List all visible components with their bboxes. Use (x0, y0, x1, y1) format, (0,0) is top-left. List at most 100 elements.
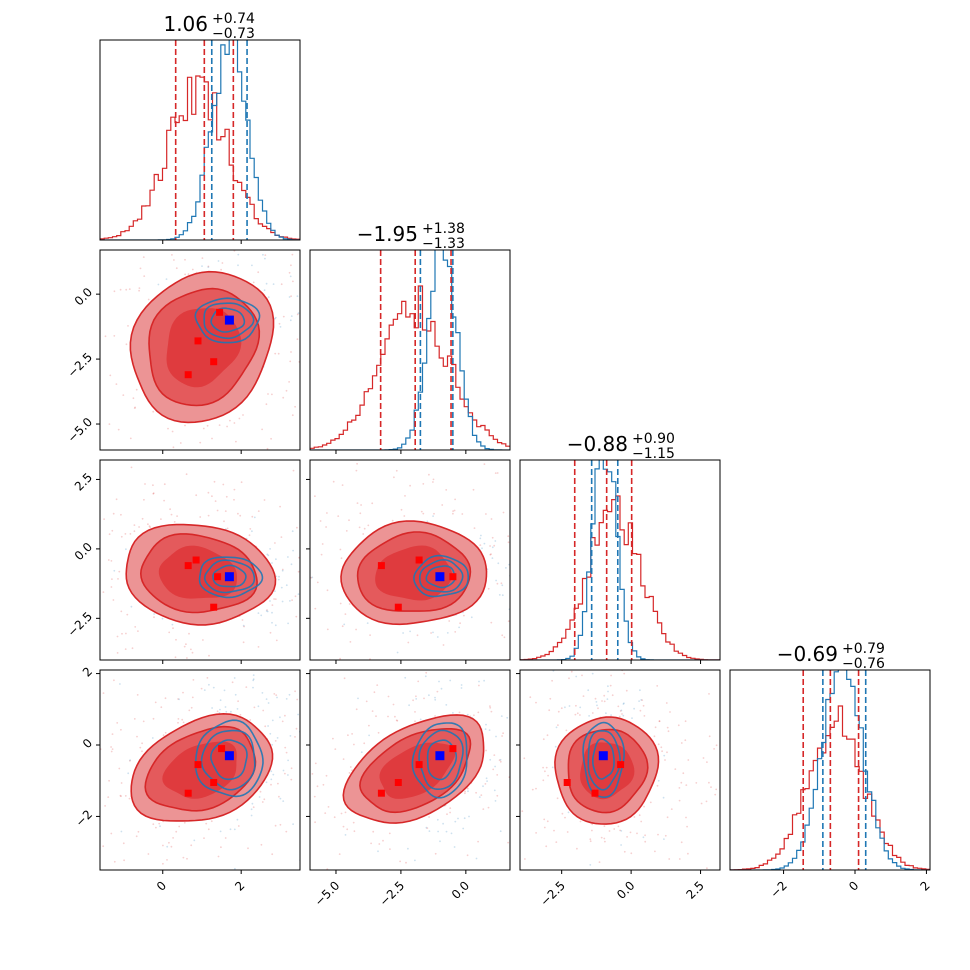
scatter-point-b (288, 296, 291, 298)
scatter-point-b (278, 575, 280, 578)
scatter-point-a (199, 441, 202, 444)
scatter-point-a (177, 698, 180, 700)
scatter-point-b (271, 611, 273, 614)
truth-marker (224, 572, 234, 582)
scatter-point-a (412, 699, 414, 702)
scatter-point-a (133, 718, 136, 720)
scatter-point-a (273, 693, 276, 695)
scatter-point-b (479, 537, 482, 540)
scatter-point-a (152, 484, 154, 487)
scatter-point-a (173, 509, 175, 511)
scatter-point-b (265, 698, 268, 700)
scatter-point-a (273, 786, 275, 788)
scatter-point-a (67, 317, 69, 319)
scatter-point-a (119, 288, 122, 291)
scatter-point-a (226, 425, 229, 428)
panel-frame (99, 249, 301, 451)
scatter-point-b (225, 710, 228, 713)
scatter-point-a (19, 822, 21, 824)
scatter-point-a (450, 641, 452, 643)
scatter-point-a (290, 264, 292, 267)
scatter-point-a (322, 783, 325, 786)
scatter-point-a (86, 500, 88, 502)
scatter-point-a (345, 530, 348, 532)
scatter-point-a (139, 746, 142, 749)
scatter-point-a (557, 724, 559, 726)
scatter-point-a (640, 820, 643, 823)
scatter-point-a (158, 822, 161, 825)
scatter-point-a (320, 198, 322, 200)
scatter-point-b (462, 827, 465, 830)
scatter-point-a (503, 636, 506, 639)
scatter-point-a (316, 581, 319, 584)
sample-marker (216, 308, 224, 316)
scatter-point-a (233, 488, 236, 491)
scatter-point-a (203, 712, 205, 714)
scatter-point-a (279, 543, 281, 545)
scatter-point-a (233, 422, 236, 424)
scatter-point-a (274, 542, 276, 544)
scatter-point-a (417, 680, 420, 683)
scatter-point-a (224, 837, 227, 839)
scatter-point-a (394, 715, 396, 718)
scatter-point-b (424, 675, 427, 678)
scatter-point-a (79, 849, 81, 851)
scatter-point-a (141, 750, 143, 753)
scatter-point-b (494, 800, 497, 802)
scatter-point-a (349, 766, 352, 768)
scatter-point-a (670, 808, 673, 810)
sample-marker (184, 562, 192, 570)
scatter-point-a (363, 527, 366, 530)
scatter-point-a (172, 837, 175, 839)
y-tick-label: −2.5 (65, 350, 96, 381)
scatter-point-a (685, 784, 688, 786)
title-value: −0.88 (567, 432, 628, 456)
scatter-point-a (122, 842, 125, 845)
scatter-point-a (110, 560, 113, 562)
scatter-point-a (295, 615, 298, 618)
scatter-point-a (55, 682, 57, 684)
scatter-point-a (273, 598, 275, 600)
scatter-point-a (296, 698, 299, 701)
scatter-point-a (551, 679, 553, 682)
scatter-point-a (530, 450, 532, 452)
scatter-point-a (347, 357, 349, 359)
scatter-point-a (619, 829, 621, 832)
scatter-point-a (295, 727, 298, 730)
x-tick-label: 2 (232, 878, 247, 893)
scatter-point-b (311, 576, 314, 579)
scatter-point-a (643, 715, 646, 717)
scatter-point-a (639, 709, 642, 712)
scatter-point-a (125, 288, 128, 291)
scatter-point-a (617, 705, 620, 708)
scatter-point-a (343, 677, 346, 680)
scatter-point-a (477, 711, 480, 714)
scatter-point-a (344, 811, 347, 814)
scatter-point-a (549, 697, 552, 700)
scatter-point-a (630, 852, 633, 855)
scatter-point-a (751, 799, 753, 801)
scatter-point-a (155, 826, 157, 829)
scatter-point-a (504, 690, 506, 692)
scatter-point-a (594, 953, 596, 955)
scatter-point-a (138, 289, 141, 292)
sample-marker (449, 745, 457, 753)
scatter-point-a (1, 819, 3, 821)
contour-b-1 (203, 302, 255, 340)
scatter-point-a (423, 697, 425, 700)
scatter-point-b (264, 257, 266, 260)
scatter-point-a (248, 440, 250, 442)
y-tick-label: 0.0 (72, 540, 95, 563)
scatter-point-a (432, 478, 435, 481)
scatter-point-b (606, 698, 609, 700)
scatter-point-a (163, 624, 165, 626)
scatter-point-a (68, 543, 70, 545)
scatter-point-a (356, 502, 359, 504)
scatter-point-a (608, 830, 611, 832)
scatter-point-a (530, 734, 532, 736)
histogram-b (520, 460, 720, 660)
scatter-point-a (414, 720, 416, 723)
scatter-point-a (362, 533, 365, 535)
scatter-point-a (176, 515, 179, 517)
scatter-point-b (535, 580, 537, 582)
